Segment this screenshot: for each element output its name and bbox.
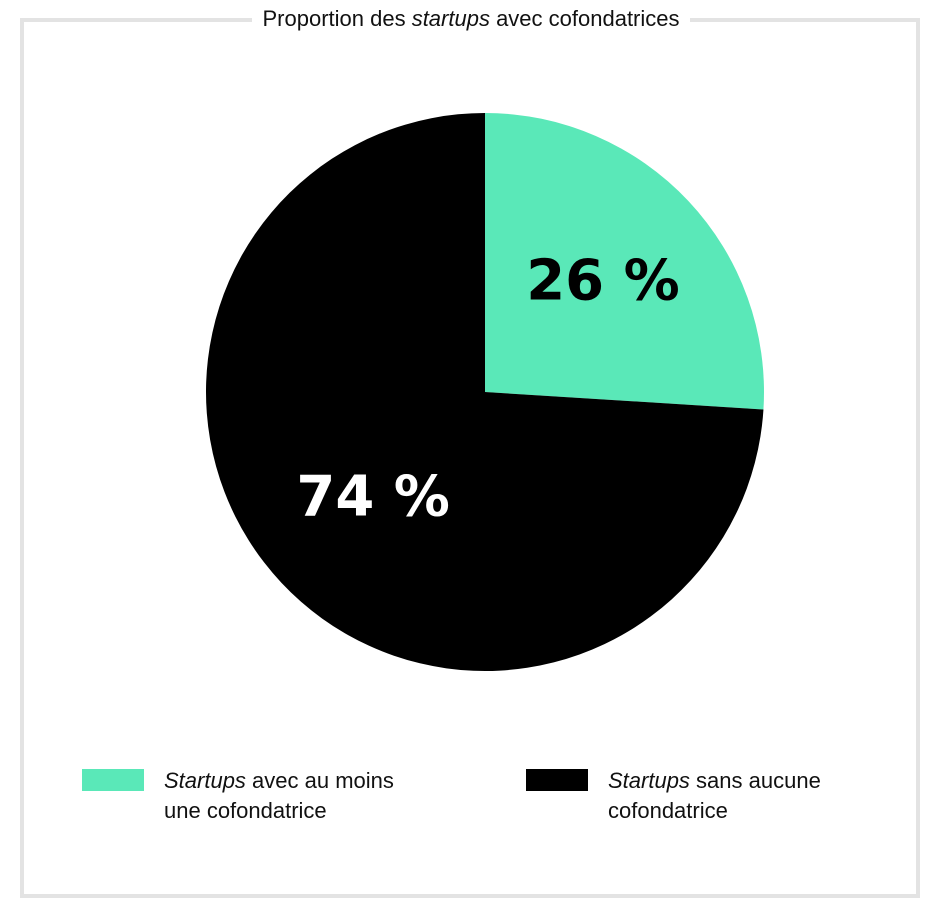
- legend-label-rest: sans aucune: [689, 768, 821, 793]
- title-suffix: avec cofondatrices: [489, 6, 680, 31]
- title-emphasis: startups: [411, 6, 490, 31]
- legend-swatch-with-cofounder: [82, 769, 144, 791]
- legend-label-without-cofounder: Startups sans aucune cofondatrice: [608, 766, 908, 826]
- legend-label-rest: avec au moins: [245, 768, 394, 793]
- legend-label-line2: une cofondatrice: [164, 798, 327, 823]
- title-prefix: Proportion des: [262, 6, 412, 31]
- pie-label-with-cofounder: 26 %: [526, 249, 680, 314]
- pie-label-without-cofounder: 74 %: [296, 465, 450, 530]
- pie-slice-without-cofounder: [205, 113, 764, 671]
- legend-label-emphasis: Startups: [164, 768, 246, 793]
- legend-label-line2: cofondatrice: [608, 798, 728, 823]
- chart-title: Proportion des startups avec cofondatric…: [0, 4, 942, 34]
- legend-item-with-cofounder: Startups avec au moins une cofondatrice: [82, 766, 442, 830]
- pie-slice-with-cofounder: [485, 113, 764, 410]
- legend-item-without-cofounder: Startups sans aucune cofondatrice: [526, 766, 886, 830]
- legend-swatch-without-cofounder: [526, 769, 588, 791]
- legend-label-with-cofounder: Startups avec au moins une cofondatrice: [164, 766, 464, 826]
- legend-label-emphasis: Startups: [608, 768, 690, 793]
